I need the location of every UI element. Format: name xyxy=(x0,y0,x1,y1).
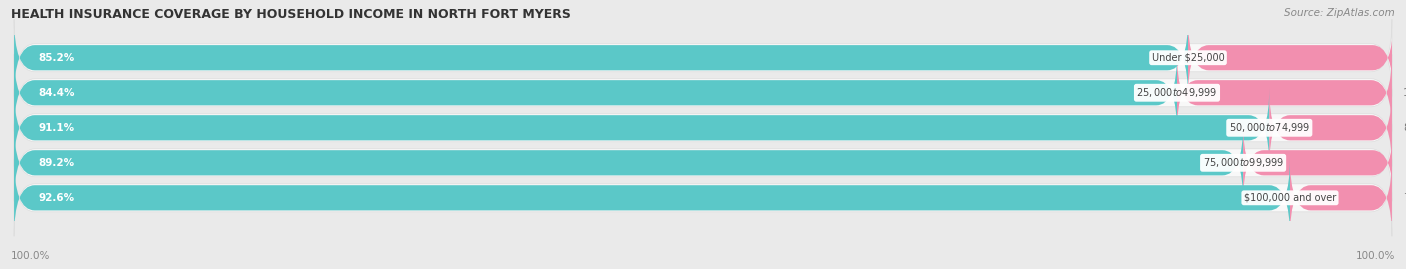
Text: 10.9%: 10.9% xyxy=(1405,158,1406,168)
Text: 14.9%: 14.9% xyxy=(1405,53,1406,63)
Text: 100.0%: 100.0% xyxy=(11,251,51,261)
FancyBboxPatch shape xyxy=(14,53,1177,133)
Text: HEALTH INSURANCE COVERAGE BY HOUSEHOLD INCOME IN NORTH FORT MYERS: HEALTH INSURANCE COVERAGE BY HOUSEHOLD I… xyxy=(11,8,571,21)
Text: $50,000 to $74,999: $50,000 to $74,999 xyxy=(1229,121,1310,134)
Text: 91.1%: 91.1% xyxy=(39,123,75,133)
FancyBboxPatch shape xyxy=(14,18,1188,98)
Text: 7.4%: 7.4% xyxy=(1403,193,1406,203)
Text: 15.6%: 15.6% xyxy=(1403,88,1406,98)
Text: 85.2%: 85.2% xyxy=(39,53,75,63)
FancyBboxPatch shape xyxy=(14,124,1392,201)
Text: 84.4%: 84.4% xyxy=(39,88,76,98)
FancyBboxPatch shape xyxy=(14,159,1392,236)
FancyBboxPatch shape xyxy=(1188,18,1393,98)
FancyBboxPatch shape xyxy=(14,54,1392,131)
FancyBboxPatch shape xyxy=(1270,88,1392,168)
Text: $25,000 to $49,999: $25,000 to $49,999 xyxy=(1136,86,1218,99)
Legend: With Coverage, Without Coverage: With Coverage, Without Coverage xyxy=(586,266,820,269)
Text: 92.6%: 92.6% xyxy=(39,193,75,203)
FancyBboxPatch shape xyxy=(1289,158,1392,238)
FancyBboxPatch shape xyxy=(14,123,1243,203)
FancyBboxPatch shape xyxy=(14,158,1289,238)
Text: Source: ZipAtlas.com: Source: ZipAtlas.com xyxy=(1284,8,1395,18)
Text: 8.9%: 8.9% xyxy=(1403,123,1406,133)
FancyBboxPatch shape xyxy=(1243,123,1393,203)
FancyBboxPatch shape xyxy=(1177,53,1392,133)
Text: $75,000 to $99,999: $75,000 to $99,999 xyxy=(1202,156,1284,169)
Text: $100,000 and over: $100,000 and over xyxy=(1244,193,1336,203)
Text: Under $25,000: Under $25,000 xyxy=(1152,53,1225,63)
FancyBboxPatch shape xyxy=(14,89,1392,166)
Text: 100.0%: 100.0% xyxy=(1355,251,1395,261)
FancyBboxPatch shape xyxy=(14,88,1270,168)
FancyBboxPatch shape xyxy=(14,19,1392,96)
Text: 89.2%: 89.2% xyxy=(39,158,75,168)
